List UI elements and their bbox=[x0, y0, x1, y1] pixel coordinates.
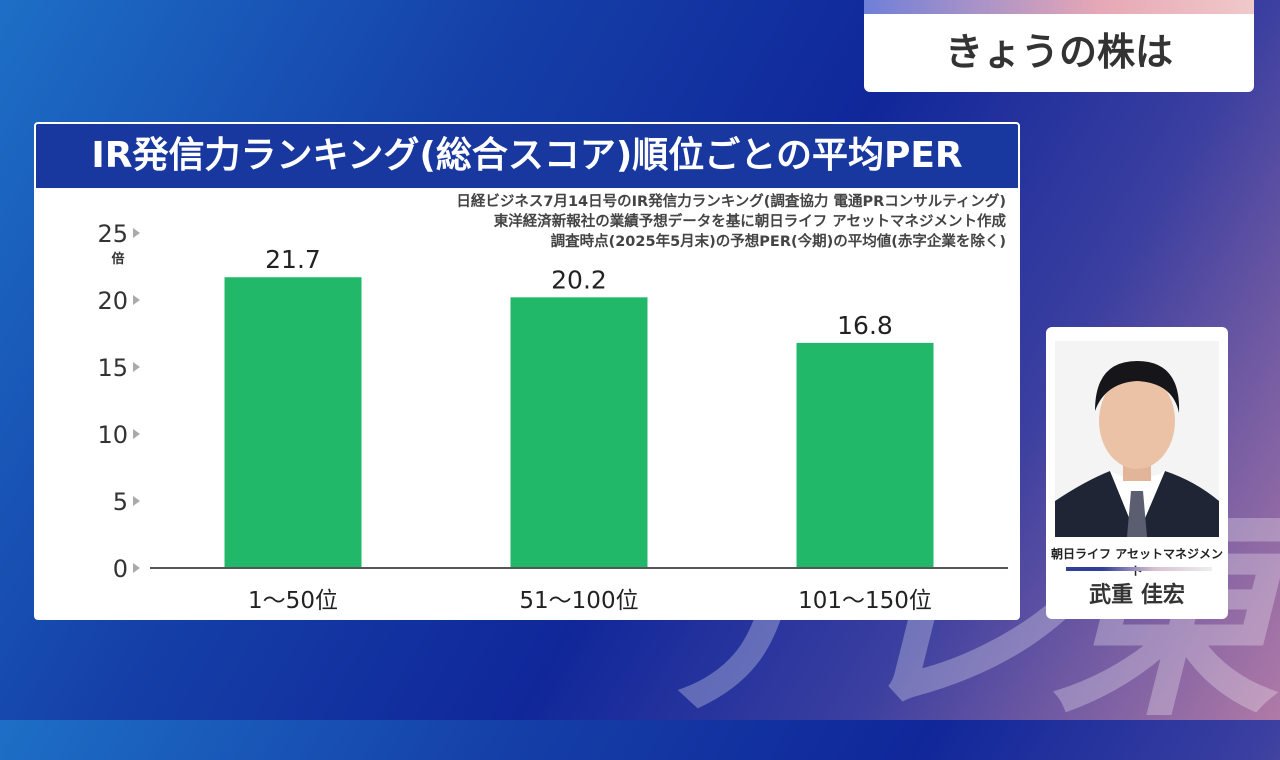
y-tick-arrow bbox=[133, 228, 140, 238]
y-axis-unit: 倍 bbox=[111, 251, 124, 267]
title-stripe bbox=[864, 0, 1254, 14]
y-tick-arrow bbox=[133, 496, 140, 506]
bar bbox=[510, 297, 648, 568]
x-tick-label: 101〜150位 bbox=[798, 588, 932, 614]
chart-title: IR発信力ランキング(総合スコア)順位ごとの平均PER bbox=[36, 124, 1018, 188]
y-tick-label: 25 bbox=[97, 220, 128, 248]
guest-card: 朝日ライフ アセットマネジメント 武重 佳宏 bbox=[1046, 327, 1228, 619]
guest-name: 武重 佳宏 bbox=[1089, 583, 1185, 608]
source-line: 東洋経済新報社の業績予想データを基に朝日ライフ アセットマネジメント作成 bbox=[493, 214, 1006, 230]
divider bbox=[1066, 567, 1212, 571]
y-tick-label: 0 bbox=[113, 555, 128, 583]
guest-organization: 朝日ライフ アセットマネジメント bbox=[1051, 547, 1223, 578]
bar bbox=[224, 277, 362, 568]
y-tick-label: 15 bbox=[97, 354, 128, 382]
bar bbox=[796, 342, 934, 568]
y-tick-label: 5 bbox=[113, 488, 128, 516]
y-tick-label: 10 bbox=[97, 421, 128, 449]
x-tick-label: 1〜50位 bbox=[248, 588, 338, 614]
bar-value-label: 20.2 bbox=[551, 265, 607, 294]
guest-photo bbox=[1055, 341, 1219, 537]
y-tick-arrow bbox=[133, 295, 140, 305]
chart-panel: IR発信力ランキング(総合スコア)順位ごとの平均PER 0 5 10 15 20 25 倍 2… bbox=[34, 122, 1020, 620]
y-tick-arrow bbox=[133, 429, 140, 439]
bar-chart: 0 5 10 15 20 25 倍 21.7 1〜50位 20.2 51〜100位 16.8 101〜1… bbox=[97, 220, 1008, 614]
x-tick-label: 51〜100位 bbox=[519, 588, 638, 614]
chart-source: 日経ビジネス7月14日号のIR発信力ランキング(調査協力 電通PRコンサルティン… bbox=[456, 192, 1006, 252]
y-tick-arrow bbox=[133, 563, 140, 573]
source-line: 調査時点(2025年5月末)の予想PER(今期)の平均値(赤字企業を除く) bbox=[550, 234, 1006, 250]
program-title: きょうの株は bbox=[944, 30, 1173, 74]
program-title-box: きょうの株は bbox=[864, 0, 1254, 92]
bar-value-label: 21.7 bbox=[265, 245, 321, 274]
source-line: 日経ビジネス7月14日号のIR発信力ランキング(調査協力 電通PRコンサルティン… bbox=[456, 194, 1006, 210]
y-tick-arrow bbox=[133, 362, 140, 372]
y-tick-label: 20 bbox=[97, 287, 128, 315]
bar-value-label: 16.8 bbox=[837, 311, 893, 340]
